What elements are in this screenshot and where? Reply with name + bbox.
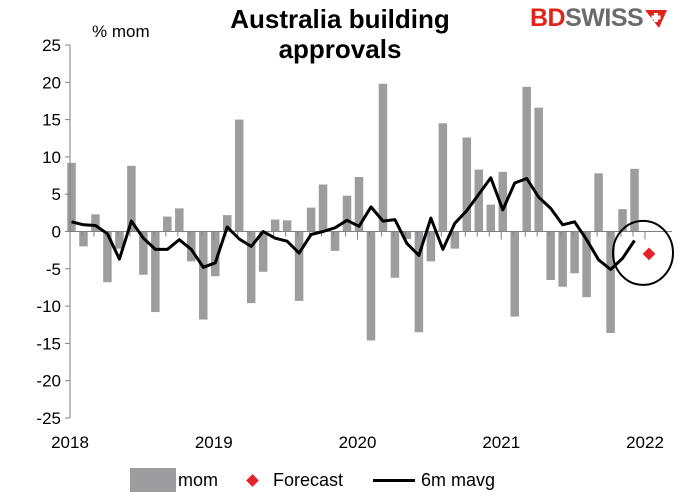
mom-bar [211,231,220,277]
mavg-line [71,176,636,271]
mom-bar [414,231,424,333]
mom-bar [570,231,579,274]
y-tick-label: 10 [42,148,61,167]
y-tick-label: -15 [36,334,61,353]
mom-bar [606,231,615,333]
legend-mavg-swatch [373,478,416,482]
mom-bar [318,184,328,232]
mom-bar [306,207,316,232]
mom-bar [378,83,388,232]
mom-bar [546,231,555,280]
mom-bar [91,214,100,232]
mom-bar [294,231,304,301]
mom-bar [342,195,352,232]
legend-forecast-label: Forecast [273,469,344,490]
mom-bars [67,83,639,341]
mom-bar [115,231,124,249]
tick-labels: 25 20 15 10 5 0 -5 -10 -15 -20 -25 2018 2019 2020 2021… [36,36,663,452]
bdswiss-logo: BD SWISS [530,4,668,33]
x-tick-label: 2020 [339,433,377,452]
mom-bar [630,168,639,232]
legend-mavg-label: 6m mavg [421,469,496,490]
mom-bar [139,231,148,275]
y-tick-label: -20 [36,372,61,391]
y-tick-label: 25 [42,36,61,55]
y-tick-label: -25 [36,409,61,428]
mom-bar [199,231,208,320]
legend-mom-label: mom [178,469,218,490]
y-tick-label: -5 [46,260,61,279]
mom-bar [175,208,184,232]
mom-bar [282,220,292,232]
legend: mom Forecast 6m mavg [130,468,495,492]
chart-title: Australia building approvals [230,4,450,64]
swiss-flag-icon [645,9,668,28]
mom-bar [534,107,543,232]
mom-bar [354,177,364,232]
mom-bar [582,231,591,298]
x-tick-label: 2019 [195,433,233,452]
mom-bar [618,209,627,232]
logo-swiss-text: SWISS [565,4,644,32]
mom-bar [151,231,160,313]
mom-bar [498,171,507,232]
mom-bar [510,231,519,317]
axes [65,44,672,419]
mom-bar [438,123,448,232]
mom-bar [330,231,340,251]
mom-bar [450,231,460,249]
legend-mom-swatch [130,468,176,492]
mom-bar [390,231,400,278]
x-tick-label: 2021 [482,433,520,452]
y-tick-label: -10 [36,297,61,316]
mom-bar [163,216,172,232]
forecast-layer [612,219,674,286]
mom-bar [366,231,376,341]
y-tick-label: 0 [52,223,61,242]
y-tick-label: 20 [42,73,61,92]
mom-bar [426,231,436,262]
y-tick-label: 5 [52,185,61,204]
mom-bar [258,231,268,272]
mom-bar [486,204,496,232]
mom-bar [474,169,484,232]
mom-bar [127,165,136,232]
y-axis-label: % mom [92,22,150,41]
mom-bar [246,231,256,304]
x-tick-label: 2018 [51,433,89,452]
mom-bar [187,231,196,262]
x-tick-label: 2022 [626,433,664,452]
mom-bar [222,215,232,232]
mom-bar [558,231,567,287]
forecast-highlight-circle [612,219,674,286]
mom-bar [234,119,244,232]
mom-bar [594,173,603,232]
mom-bar [270,219,280,232]
mom-bar [67,162,76,232]
mavg-line-layer [71,176,636,271]
mom-bar [103,231,112,283]
forecast-marker [642,247,656,261]
mom-bar [79,231,88,247]
y-tick-label: 15 [42,111,61,130]
mom-bar [522,86,531,232]
mom-bar [462,137,472,232]
legend-forecast-swatch [246,473,259,487]
logo-bd-text: BD [530,4,566,32]
mom-bar [402,231,412,239]
